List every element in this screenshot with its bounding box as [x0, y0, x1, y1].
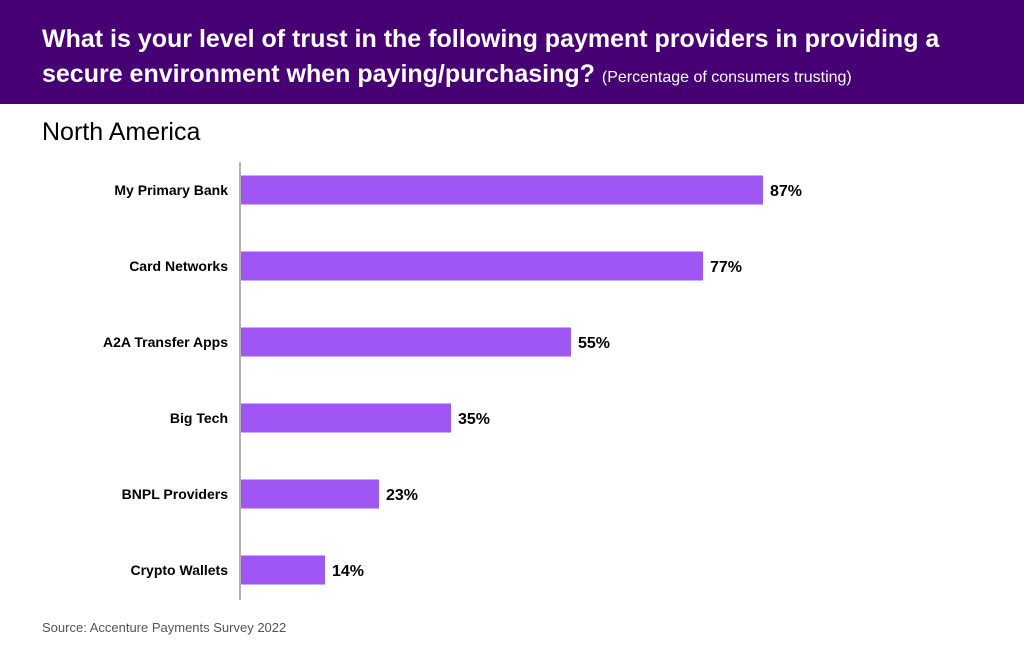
region-heading: North America [42, 118, 201, 146]
bar-chart: My Primary Bank 87% Card Networks 77% A2A Tr… [103, 162, 802, 600]
category-label: My Primary Bank [114, 182, 228, 198]
chart-title: What is your level of trust in the follo… [42, 22, 1002, 95]
category-label: Crypto Wallets [131, 562, 229, 578]
chart-title-text: What is your level of trust in the follo… [42, 25, 940, 88]
bar [241, 175, 763, 205]
bar [241, 251, 703, 281]
value-label: 23% [386, 487, 418, 504]
value-label: 77% [710, 259, 742, 276]
value-label: 14% [332, 563, 364, 580]
category-label: A2A Transfer Apps [103, 334, 228, 350]
source-note: Source: Accenture Payments Survey 2022 [42, 620, 287, 635]
value-label: 55% [578, 335, 610, 352]
bar [241, 479, 379, 509]
value-label: 87% [770, 183, 802, 200]
chart-subtitle: (Percentage of consumers trusting) [601, 69, 852, 86]
category-label: BNPL Providers [122, 486, 229, 502]
title-banner: What is your level of trust in the follo… [0, 0, 1024, 104]
bar [241, 327, 571, 357]
value-label: 35% [458, 411, 490, 428]
category-label: Card Networks [129, 258, 228, 274]
bar [241, 403, 451, 433]
category-label: Big Tech [170, 410, 228, 426]
bar [241, 555, 325, 585]
